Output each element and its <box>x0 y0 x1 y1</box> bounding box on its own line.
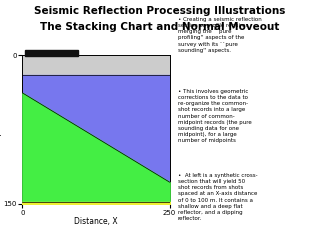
Text: • This involves geometric
corrections to the data to
re-organize the common-
sho: • This involves geometric corrections to… <box>178 89 251 144</box>
Y-axis label: Depth, Z: Depth, Z <box>0 113 2 146</box>
Text: •  At left is a synthetic cross-
section that will yield 50
shot records from sh: • At left is a synthetic cross- section … <box>178 173 257 221</box>
Bar <box>25 50 78 56</box>
Text: The Stacking Chart and Normal Moveout: The Stacking Chart and Normal Moveout <box>40 22 280 32</box>
X-axis label: Distance, X: Distance, X <box>74 217 118 226</box>
Text: • Creating a seismic reflection
section or profile requires
merging the ``pure
p: • Creating a seismic reflection section … <box>178 17 261 53</box>
Text: Seismic Reflection Processing Illustrations: Seismic Reflection Processing Illustrati… <box>34 6 286 16</box>
